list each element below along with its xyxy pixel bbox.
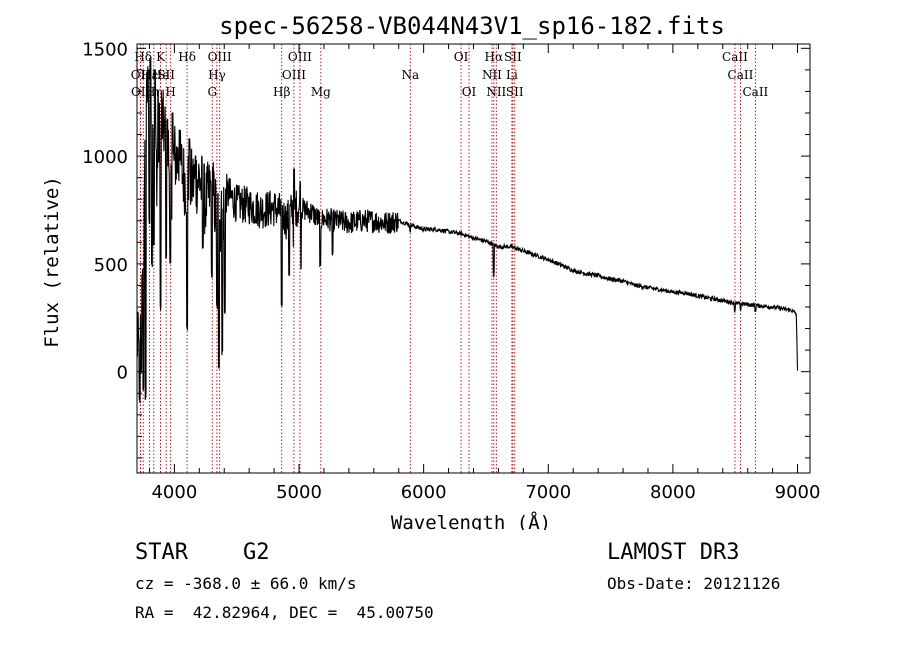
line-marker-label: Hα: [485, 50, 504, 64]
line-marker-label: CaII: [728, 68, 754, 82]
plot-frame: [136, 43, 811, 474]
redshift-velocity: cz = -368.0 ± 66.0 km/s: [135, 574, 357, 593]
line-marker-label: G: [207, 85, 217, 99]
x-tick-label: 9000: [775, 482, 821, 503]
line-marker-label: Hδ: [134, 50, 152, 64]
y-tick-label: 500: [94, 255, 128, 276]
chart-title: spec-56258-VB044N43V1_sp16-182.fits: [219, 12, 725, 40]
line-marker-label: OI: [454, 50, 469, 64]
flux-series-line: [136, 58, 799, 403]
line-marker-label: Hδ: [178, 50, 196, 64]
x-tick-label: 8000: [650, 482, 696, 503]
x-tick-label: 5000: [276, 482, 322, 503]
line-marker-label: OII: [131, 85, 151, 99]
survey-name: LAMOST DR3: [607, 540, 740, 565]
line-marker-label: NII: [486, 85, 506, 99]
y-tick-label: 0: [117, 363, 128, 384]
x-tick-label: 7000: [525, 482, 571, 503]
line-marker-label: Hβ: [273, 85, 290, 99]
x-tick-label: 6000: [401, 482, 447, 503]
object-class: STAR: [135, 540, 188, 565]
line-marker-label: H: [165, 85, 175, 99]
line-marker-label: SII: [504, 50, 522, 64]
line-marker-label: OI: [462, 85, 477, 99]
x-axis-label: Wavelength (Å): [391, 511, 551, 530]
observation-date: Obs-Date: 20121126: [607, 574, 781, 593]
line-marker-label: SII: [157, 68, 175, 82]
line-marker-label: SII: [506, 85, 524, 99]
x-tick-label: 4000: [151, 482, 197, 503]
line-marker-label: NII: [482, 68, 502, 82]
line-marker-label: OIII: [288, 50, 312, 64]
line-marker-label: CaII: [722, 50, 748, 64]
line-marker-label: CaII: [742, 85, 768, 99]
line-marker-label: Mg: [311, 85, 331, 99]
line-marker-label: Hγ: [208, 68, 226, 82]
y-axis-label: Flux (relative): [41, 176, 63, 348]
y-tick-label: 1500: [82, 39, 128, 60]
sky-coordinates: RA = 42.82964, DEC = 45.00750: [135, 603, 434, 622]
line-marker-label: K: [156, 50, 166, 64]
line-marker-label: Hε: [141, 68, 158, 82]
line-marker-label: OIII: [208, 50, 232, 64]
axis-ticks: 4000 5000 6000 7000 8000 9000 0 500 1000 1500: [82, 39, 820, 503]
spectrum-chart: spec-56258-VB044N43V1_sp16-182.fits Hδ OI…: [41, 12, 820, 530]
y-tick-label: 1000: [82, 147, 128, 168]
line-marker-label: Na: [401, 68, 419, 82]
line-marker-label: He: [152, 68, 170, 82]
line-marker-label: OII: [131, 68, 151, 82]
object-subclass: G2: [243, 540, 270, 565]
line-marker-label: Li: [506, 68, 518, 82]
line-marker-label: OIII: [282, 68, 306, 82]
